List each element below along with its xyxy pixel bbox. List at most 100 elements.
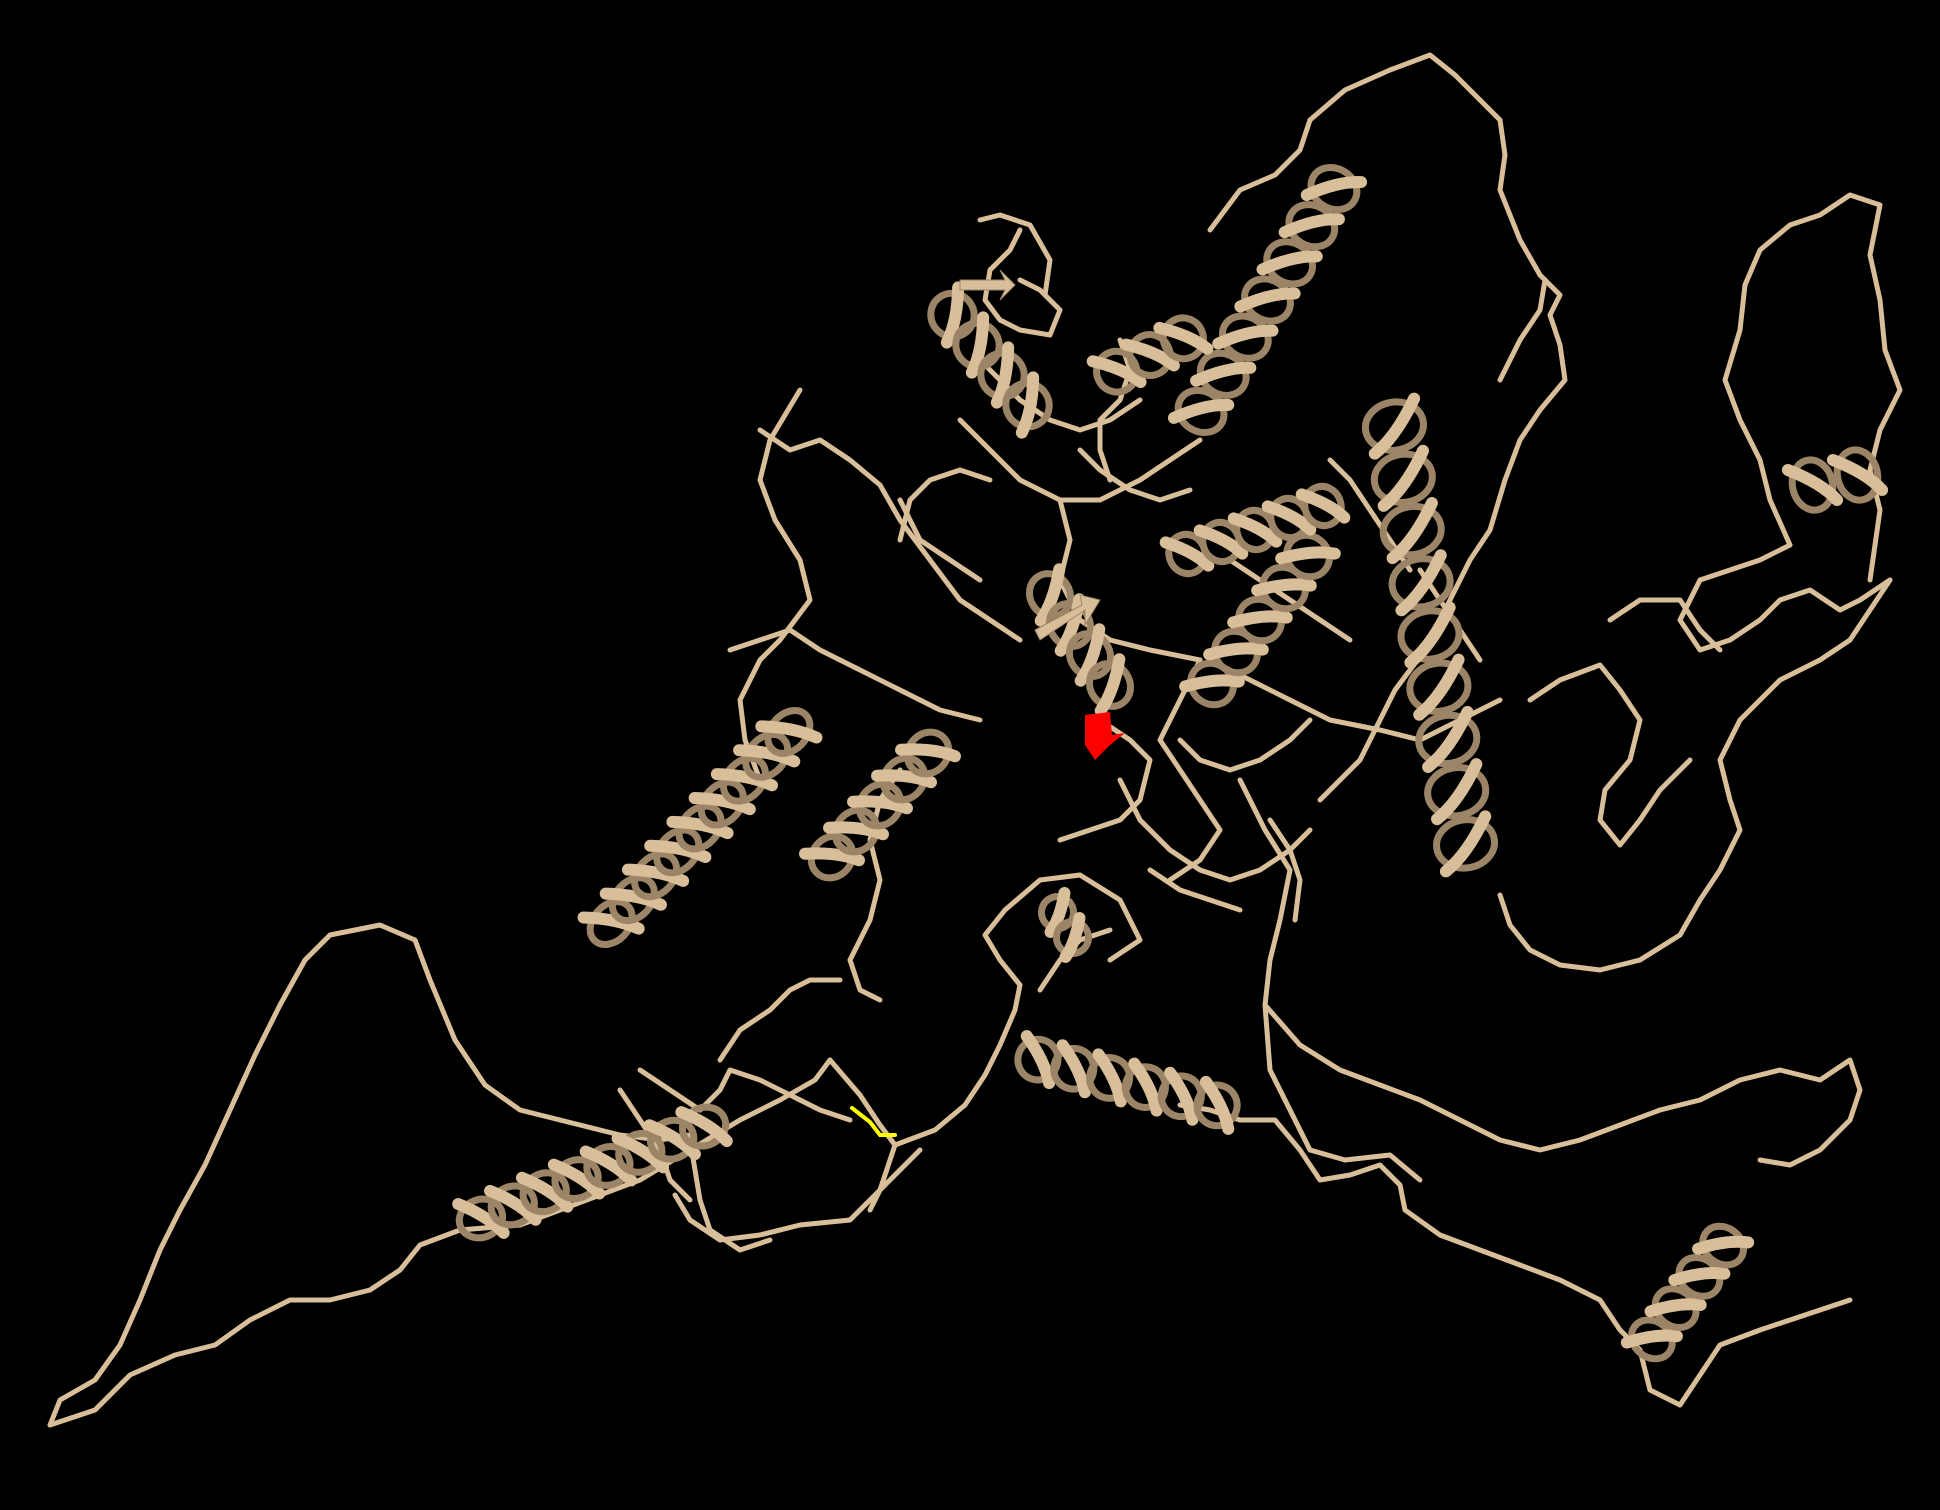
helix-turn-front <box>1128 1057 1163 1117</box>
helix-turn-front <box>1256 250 1323 276</box>
helix-segment <box>1086 314 1214 396</box>
helix-turn-front <box>1395 549 1447 617</box>
helix-turn-front <box>1261 500 1317 536</box>
helix-turn-back <box>678 1103 730 1150</box>
coil-segment <box>1097 337 1133 483</box>
helix-turn-back <box>1397 607 1463 663</box>
coil-segment <box>1057 717 1153 843</box>
helix-turn-front <box>1275 546 1341 565</box>
coil-segment <box>1262 1002 1863 1168</box>
helix-segment <box>1037 887 1093 963</box>
helix-turn-front <box>1227 610 1293 629</box>
helix-turn-back <box>1833 446 1882 504</box>
helix-turn-front <box>1094 653 1126 717</box>
helix-turn-front <box>710 768 779 792</box>
helix-turn-back <box>1699 1222 1747 1269</box>
highlighted-residues <box>850 712 1125 1137</box>
helix-turn-back <box>1301 482 1345 530</box>
helix-turn-front <box>1054 593 1086 657</box>
helix-turn-front <box>1199 1075 1235 1135</box>
coil-segment <box>1267 817 1303 923</box>
helix-segment <box>1781 446 1889 514</box>
helix-turn-front <box>990 341 1015 409</box>
helix-turn-back <box>952 319 1003 371</box>
coil-segment <box>1497 577 1893 973</box>
coil-segment <box>867 1147 923 1213</box>
helix-turn-back <box>1379 502 1445 559</box>
helix-turn-back <box>1065 630 1115 680</box>
helix-turn-back <box>1159 314 1207 363</box>
coil-segment <box>1227 557 1353 643</box>
helix-turn-front <box>799 847 865 867</box>
helix-turn-back <box>1433 816 1499 872</box>
helix-turn-back <box>1361 398 1427 454</box>
helix-turn-back <box>583 1143 634 1189</box>
coil-segment <box>757 427 1023 643</box>
helix-turn-front <box>1092 1048 1127 1108</box>
helix-turn-front <box>1159 536 1215 572</box>
helix-turn-back <box>831 806 881 856</box>
helix-segment <box>452 1103 733 1242</box>
helix-turn-back <box>631 850 681 901</box>
helix-turn-back <box>719 754 769 805</box>
coil-segment <box>737 387 813 783</box>
helix-turn-front <box>611 1132 670 1174</box>
helix-turn-front <box>621 863 690 887</box>
helix-turn-front <box>1164 1066 1199 1126</box>
helix-turn-front <box>871 769 937 789</box>
helix-turn-front <box>1300 176 1368 202</box>
helix-turn-front <box>1056 1039 1091 1099</box>
coil-segment <box>1077 447 1193 503</box>
coil-segment <box>47 922 693 1428</box>
helix-turn-front <box>1203 642 1269 661</box>
helix-turn-front <box>1404 601 1456 669</box>
helix-turn-front <box>1644 1298 1707 1318</box>
helix-turn-front <box>577 911 645 935</box>
helix-turn-front <box>688 792 756 816</box>
helix-turn-front <box>1781 463 1844 507</box>
coil-segment <box>897 467 993 543</box>
helix-turn-front <box>1193 524 1249 560</box>
helix-turn-front <box>895 743 961 763</box>
helix-turn-back <box>1052 917 1093 958</box>
coil-segment <box>717 977 843 1063</box>
helix-turn-front <box>1015 371 1040 439</box>
helix-turn-back <box>455 1195 507 1242</box>
coil-segment <box>1117 777 1313 883</box>
coil-segment <box>957 417 1203 503</box>
helix-turn-front <box>1212 324 1279 350</box>
helix-segments <box>452 164 1889 1363</box>
helix-turn-back <box>1002 379 1053 431</box>
coil-segment <box>892 982 1023 1148</box>
helix-turn-front <box>1044 887 1071 938</box>
helix-turn-back <box>1788 456 1837 514</box>
helix-turn-back <box>1193 1081 1241 1130</box>
helix-turn-back <box>1085 660 1135 710</box>
helix-turn-front <box>1620 1329 1683 1349</box>
helix-turn-back <box>927 289 978 341</box>
helix-turn-front <box>579 1145 638 1187</box>
coil-segment <box>672 1057 898 1243</box>
helix-turn-back <box>647 1116 698 1163</box>
helix-segment <box>927 281 1053 439</box>
coil-segment <box>687 1137 773 1253</box>
helix-turn-back <box>807 832 857 882</box>
helix-segment <box>1159 482 1351 578</box>
helix-turn-back <box>1388 555 1454 611</box>
coil-segment <box>1177 717 1313 773</box>
helix-turn-front <box>1368 392 1421 460</box>
coil-segment <box>47 1227 463 1428</box>
helix-segment <box>1361 392 1499 878</box>
highlighted-residue-yellow <box>850 1106 897 1137</box>
coil-segment <box>637 1067 703 1113</box>
helix-turn-front <box>1227 512 1283 548</box>
coil-segment <box>727 627 983 723</box>
helix-turn-front <box>666 815 734 840</box>
helix-turn-back <box>1307 164 1361 214</box>
helix-turn-front <box>1431 758 1483 826</box>
helix-turn-back <box>608 874 658 925</box>
coil-segment <box>1177 1102 1643 1353</box>
coil-segment <box>897 497 983 583</box>
helix-turn-front <box>1020 1030 1056 1090</box>
